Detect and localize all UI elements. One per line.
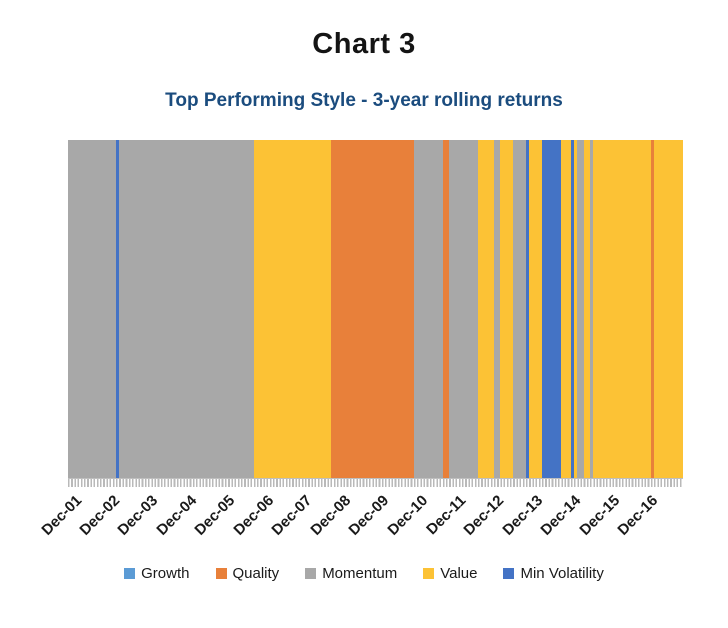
band-segment <box>529 140 543 478</box>
legend-swatch-icon <box>215 568 227 579</box>
band-segment <box>513 140 527 478</box>
band-segment <box>119 140 254 478</box>
band-segment <box>330 140 414 478</box>
legend-item: Value <box>423 565 477 582</box>
band-segment <box>449 140 478 478</box>
bands <box>68 140 683 478</box>
band-segment <box>561 140 571 478</box>
band-segment <box>413 140 443 478</box>
band-segment <box>494 140 501 478</box>
legend-item: Growth <box>124 565 190 582</box>
band-segment <box>542 140 562 478</box>
legend-item: Momentum <box>305 565 397 582</box>
legend-swatch-icon <box>503 568 515 579</box>
band-segment <box>583 140 591 478</box>
chart-title: Chart 3 <box>312 28 416 60</box>
legend-swatch-icon <box>305 568 317 579</box>
band-segment <box>253 140 331 478</box>
band-segment <box>500 140 514 478</box>
legend-swatch-icon <box>423 568 435 579</box>
legend-item: Quality <box>215 565 280 582</box>
band-segment <box>442 140 450 478</box>
legend-label: Quality <box>232 565 280 582</box>
legend-swatch-icon <box>124 568 136 579</box>
legend-label: Min Volatility <box>520 565 604 582</box>
x-axis-tick-comb <box>68 478 683 487</box>
band-segment <box>478 140 494 478</box>
plot-area <box>68 140 683 478</box>
chart-subtitle: Top Performing Style - 3-year rolling re… <box>165 90 563 111</box>
band-segment <box>574 140 578 478</box>
x-axis-labels: Dec-01 Dec-02 Dec-03 Dec-04 Dec-05 Dec-06 Dec-… <box>38 492 662 539</box>
band-segment <box>577 140 584 478</box>
band-segment <box>526 140 530 478</box>
legend: Growth Quality Momentum Value Min Volatility <box>0 565 728 582</box>
band-segment <box>116 140 120 478</box>
band-segment <box>570 140 575 478</box>
legend-label: Value <box>440 565 478 582</box>
legend-item: Min Volatility <box>503 565 604 582</box>
legend-label: Momentum <box>322 565 398 582</box>
band-segment <box>590 140 594 478</box>
legend-label: Growth <box>141 565 190 582</box>
band-segment <box>68 140 117 478</box>
band-segment <box>650 140 655 478</box>
band-segment <box>593 140 651 478</box>
band-segment <box>654 140 683 478</box>
